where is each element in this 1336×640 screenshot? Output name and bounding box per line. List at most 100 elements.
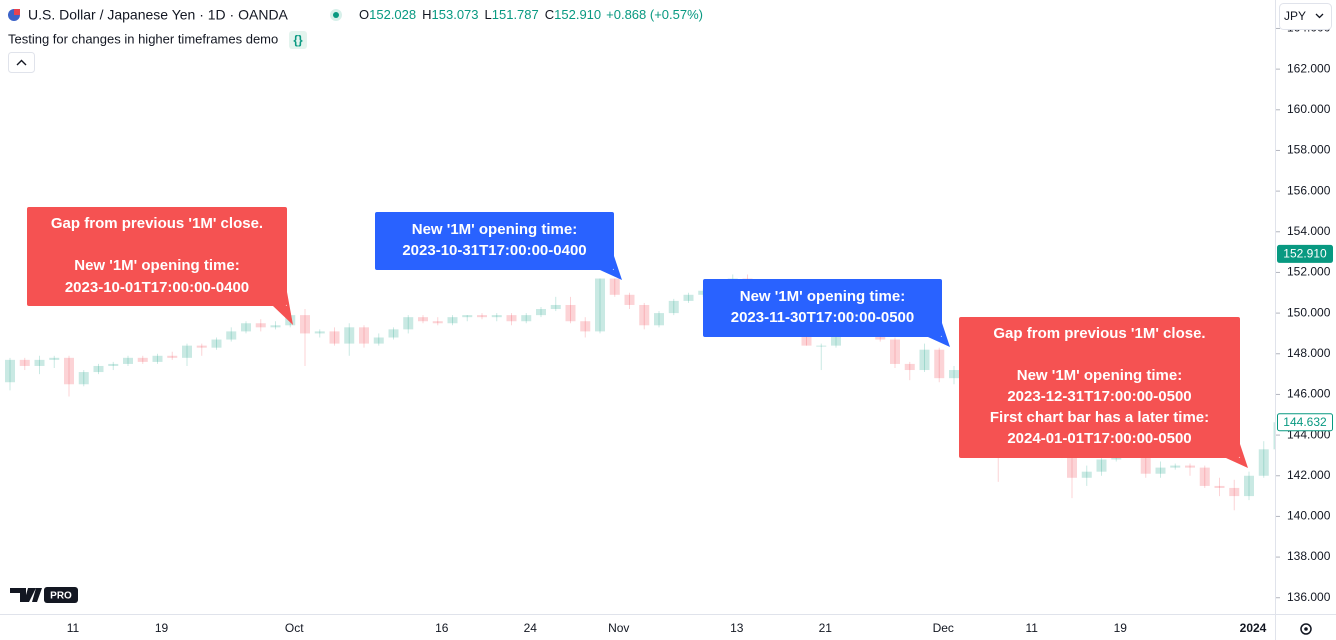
annotation-pointer (600, 256, 622, 280)
indicator-title[interactable]: Testing for changes in higher timeframes… (8, 31, 278, 46)
candle-body (432, 321, 443, 324)
price-tag (1277, 413, 1333, 432)
candle-body (1140, 445, 1151, 474)
candle-body (403, 317, 414, 330)
annotation-text: 2023-10-01T17:00:00-0400 (65, 279, 249, 296)
candle-body (388, 329, 399, 338)
y-tick-label: 148.000 (1287, 346, 1331, 360)
annotation-text: 2024-01-01T17:00:00-0500 (1007, 430, 1191, 447)
candle-body (78, 372, 89, 385)
x-tick-label: Dec (933, 621, 954, 635)
source-icon[interactable] (289, 31, 307, 49)
candle-body (462, 315, 473, 318)
y-tick-label: 138.000 (1287, 549, 1331, 563)
candle-body (182, 345, 192, 358)
change-value: +0.868 (+0.57%) (606, 7, 703, 22)
y-tick-label: 160.000 (1287, 102, 1331, 116)
y-tick-label: 158.000 (1287, 143, 1331, 157)
annotation-text: 2023-10-31T17:00:00-0400 (402, 242, 586, 259)
annotation: Gap from previous '1M' close. New '1M' op… (27, 207, 293, 325)
candle-body (683, 294, 694, 301)
candle-body (890, 339, 900, 364)
candle-body (1067, 457, 1077, 478)
price-tag (1277, 244, 1333, 263)
candle-body (1214, 485, 1225, 488)
candle-body (550, 304, 561, 310)
candle-body (64, 357, 74, 385)
x-tick-label: 19 (155, 621, 169, 635)
annotation-text: New '1M' opening time: (74, 257, 239, 274)
collapse-button[interactable] (8, 52, 35, 73)
y-tick-label: 136.000 (1287, 590, 1331, 604)
header: U.S. Dollar / Japanese Yen · 1D · OANDA … (8, 3, 1332, 635)
candle-body (418, 317, 428, 322)
annotation: Gap from previous '1M' close. New '1M' op… (959, 317, 1248, 468)
candle-body (123, 357, 133, 364)
symbol-title[interactable]: U.S. Dollar / Japanese Yen · 1D · OANDA (28, 7, 289, 23)
annotation-pointer (1226, 444, 1248, 468)
candle-body (359, 327, 369, 344)
candle-body (1185, 465, 1195, 468)
y-tick-label: 140.000 (1287, 509, 1331, 523)
x-tick-label: 24 (524, 621, 538, 635)
y-tick-label: 146.000 (1287, 387, 1331, 401)
candle-body (1273, 422, 1275, 450)
candle-body (919, 349, 930, 371)
candle-body (300, 315, 310, 334)
price-tag-label: 152.910 (1283, 247, 1327, 261)
candle-body (491, 315, 502, 318)
candle-body (447, 317, 458, 324)
currency-button[interactable] (1279, 3, 1332, 30)
candle-body (1096, 459, 1107, 472)
ohlc-values: O152.028 H153.073 L151.787 C152.910 +0.868 (… (359, 7, 703, 22)
candle-body (565, 304, 576, 322)
candle-body (1229, 487, 1240, 497)
ohlc-key: L (485, 7, 492, 22)
annotation-text: First chart bar has a later time: (990, 409, 1209, 426)
candle-body (595, 278, 605, 332)
y-tick-label: 162.000 (1287, 61, 1331, 75)
candle-body (934, 349, 945, 379)
x-tick-label: 2024 (1240, 621, 1267, 635)
annotation-box (27, 207, 287, 306)
ohlc-key: O (359, 7, 369, 22)
candle-body (624, 294, 635, 305)
x-tick-label: 16 (435, 621, 449, 635)
collapse-icon (16, 59, 27, 66)
annotation-text: 2023-11-30T17:00:00-0500 (731, 309, 914, 326)
flag-icon (14, 9, 20, 15)
candle-body (211, 339, 222, 348)
annotation-box (375, 212, 614, 270)
x-tick-label: 19 (1114, 621, 1128, 635)
candle-body (241, 323, 251, 332)
candle-body (521, 315, 532, 322)
annotations: Gap from previous '1M' close. New '1M' op… (27, 207, 1248, 468)
candle-body (152, 355, 163, 362)
ohlc-value: 151.787 (492, 7, 539, 22)
source-icon: {} (293, 33, 303, 47)
x-tick-label: Nov (608, 621, 629, 635)
ohlc-value: 152.028 (369, 7, 416, 22)
candle-body (19, 359, 30, 366)
ohlc-key: H (422, 7, 431, 22)
candle-body (34, 359, 45, 366)
currency-label: JPY (1284, 9, 1306, 23)
candle-body (506, 315, 517, 322)
candle-body (609, 278, 620, 295)
settings-icon[interactable] (1300, 623, 1312, 635)
candle-body (668, 300, 679, 314)
x-tick-label: 21 (819, 621, 833, 635)
candle-body (536, 309, 546, 316)
logo (10, 588, 42, 602)
x-tick-label: 13 (730, 621, 744, 635)
axes: 136.000138.000140.000142.000144.000146.0… (67, 21, 1333, 635)
candle-body (1170, 465, 1181, 468)
candle-body (949, 370, 959, 379)
annotation: New '1M' opening time: 2023-10-31T17:00:0… (375, 212, 622, 280)
candle-body (904, 363, 915, 371)
annotation-pointer (928, 323, 950, 347)
candle-body (580, 321, 591, 332)
dropdown-icon (1315, 13, 1324, 19)
x-tick-label: 11 (1026, 621, 1039, 635)
